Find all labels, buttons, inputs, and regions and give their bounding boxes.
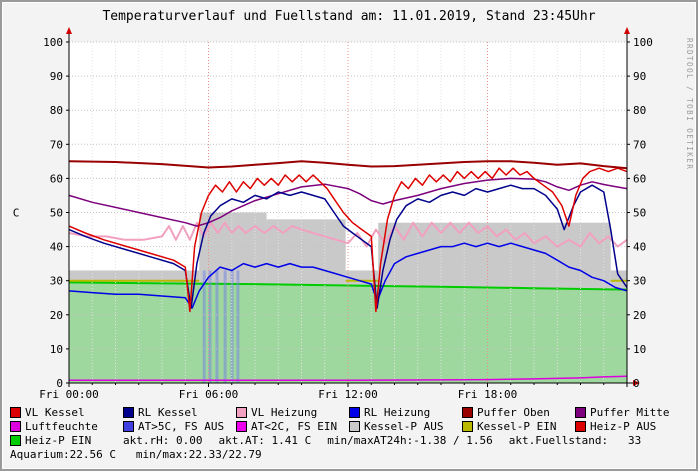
legend-row-2: Luftfeuchte AT>5C, FS AUS AT<2C, FS EIN Kes… [10,419,692,433]
legend: VL Kessel RL Kessel VL Heizung RL Heizung Pu… [10,405,692,461]
svg-text:40: 40 [50,241,63,254]
luftfeuchte-swatch [10,420,21,432]
svg-text:0: 0 [633,377,640,390]
legend-item-luftfeuchte: Luftfeuchte [10,420,123,433]
svg-text:50: 50 [633,207,646,220]
axes [66,27,640,387]
legend-label: AT>5C, FS AUS [138,419,225,433]
series-vl-heizung [68,221,628,248]
legend-label: RL Heizung [364,405,431,419]
svg-text:Fri 12:00: Fri 12:00 [318,388,378,401]
heiz-p-aus-swatch [575,420,586,432]
svg-text:Fri 06:00: Fri 06:00 [179,388,239,401]
chart-plot: 0 0 10 10 20 20 30 30 40 40 50 50 60 60 70 70 80 80 90 90 10… [13,27,653,401]
area-fs-aus-stripes [202,270,240,383]
legend-row-4: Aquarium:22.56 C min/max:22.33/22.79 [10,447,692,461]
legend-label: VL Heizung [251,405,318,419]
legend-row-3: Heiz-P EIN akt.rH: 0.00 akt.AT: 1.41 C min/… [10,433,692,447]
legend-item-vl-kessel: VL Kessel [10,406,123,419]
series-vl-kessel [68,167,628,313]
svg-text:C: C [13,207,20,220]
legend-label: AT<2C, FS EIN [251,419,338,433]
svg-text:60: 60 [633,172,646,185]
aquarium-stats: Aquarium:22.56 C min/max:22.33/22.79 [10,447,262,461]
svg-text:40: 40 [633,241,646,254]
series-puffer-mitte [68,177,628,227]
legend-label: Kessel-P AUS [364,419,444,433]
legend-label: Kessel-P EIN [477,419,557,433]
svg-text:70: 70 [50,138,63,151]
legend-item-heiz-p-ein: Heiz-P EIN [10,434,123,447]
svg-text:100: 100 [43,36,63,49]
legend-label: RL Kessel [138,405,198,419]
svg-text:90: 90 [633,70,646,83]
legend-stat: akt.Fuellstand: 33 [508,433,642,447]
legend-label: Heiz-P AUS [590,419,657,433]
series-luftfeuchte [69,375,628,382]
legend-label: Puffer Mitte [590,405,670,419]
gridlines [69,41,627,383]
legend-row-1: VL Kessel RL Kessel VL Heizung RL Heizung Pu… [10,405,692,419]
svg-text:90: 90 [50,70,63,83]
legend-item-at-2c-fs-ein: AT<2C, FS EIN [236,420,349,433]
kessel-p-ein-swatch [462,420,473,432]
legend-item-kessel-p-aus: Kessel-P AUS [349,420,462,433]
legend-item-kessel-p-ein: Kessel-P EIN [462,420,575,433]
at-2c-fs-ein-swatch [236,420,247,432]
svg-text:80: 80 [50,104,63,117]
legend-label: VL Kessel [25,405,85,419]
svg-text:10: 10 [633,343,646,356]
legend-stat: min/maxAT24h:-1.38 / 1.56 [327,433,493,447]
svg-text:50: 50 [50,207,63,220]
svg-text:0: 0 [56,377,63,390]
legend-stat: akt.rH: 0.00 [123,433,203,447]
vl-heizung-swatch [236,406,247,418]
svg-text:Fri 00:00: Fri 00:00 [39,388,99,401]
puffer-oben-swatch [462,406,473,418]
svg-text:30: 30 [50,275,63,288]
puffer-mitte-swatch [575,406,586,418]
svg-text:70: 70 [633,138,646,151]
svg-text:Fri 18:00: Fri 18:00 [458,388,518,401]
svg-text:30: 30 [633,275,646,288]
series-puffer-oben [68,160,628,170]
svg-text:20: 20 [50,309,63,322]
svg-text:60: 60 [50,172,63,185]
svg-text:10: 10 [50,343,63,356]
legend-item-puffer-oben: Puffer Oben [462,406,575,419]
svg-text:100: 100 [633,36,653,49]
legend-item-at-5c-fs-aus: AT>5C, FS AUS [123,420,236,433]
vl-kessel-swatch [10,406,21,418]
svg-text:20: 20 [633,309,646,322]
legend-label: Heiz-P EIN [25,433,92,447]
legend-item-rl-heizung: RL Heizung [349,406,462,419]
legend-item-rl-kessel: RL Kessel [123,406,236,419]
chart-title: Temperaturverlauf und Fuellstand am: 11.… [102,9,596,24]
legend-stat: akt.AT: 1.41 C [218,433,312,447]
rl-kessel-swatch [123,406,134,418]
rrdtool-watermark: RRDTOOL / TOBI OETIKER [685,38,694,171]
legend-label: Puffer Oben [477,405,550,419]
at-5c-fs-aus-swatch [123,420,134,432]
heiz-p-ein-swatch [10,434,21,446]
legend-item-heiz-p-aus: Heiz-P AUS [575,420,688,433]
legend-label: Luftfeuchte [25,419,98,433]
rl-heizung-swatch [349,406,360,418]
kessel-p-aus-swatch [349,420,360,432]
svg-text:80: 80 [633,104,646,117]
axis-labels: 0 0 10 10 20 20 30 30 40 40 50 50 60 60 70 70 80 80 90 90 10… [13,36,653,401]
legend-item-puffer-mitte: Puffer Mitte [575,406,688,419]
legend-item-vl-heizung: VL Heizung [236,406,349,419]
